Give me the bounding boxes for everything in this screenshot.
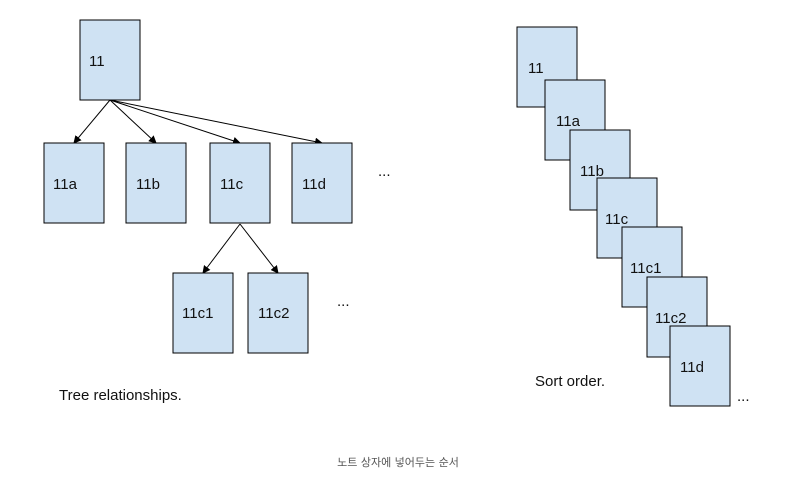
figure-caption: 노트 상자에 넣어두는 순서 xyxy=(337,456,459,469)
sort-card-label: 11b xyxy=(580,163,604,180)
sort-ellipsis: ... xyxy=(737,388,750,405)
tree-node-11a: 11a xyxy=(43,142,105,224)
sort-card-label: 11c1 xyxy=(630,260,661,277)
tree-node-11b: 11b xyxy=(125,142,187,224)
edge-11c-to-11c1 xyxy=(202,223,241,274)
sort-card-label: 11a xyxy=(556,113,581,130)
tree-node-root-label: 11 xyxy=(89,53,105,70)
tree-node-11d: 11d xyxy=(291,142,353,224)
tree-grandchildren-ellipsis: ... xyxy=(337,293,350,310)
sort-card-label: 11 xyxy=(528,60,544,77)
tree-node-label: 11d xyxy=(302,176,326,193)
tree-node-label: 11c1 xyxy=(182,305,213,322)
edge-11c-to-11c2 xyxy=(239,223,279,274)
edge-root-to-11a xyxy=(73,99,111,144)
tree-node-label: 11c xyxy=(220,176,244,193)
tree-node-label: 11a xyxy=(53,176,78,193)
sort-card-label: 11d xyxy=(680,359,704,376)
sort-card-label: 11c2 xyxy=(655,310,686,327)
tree-relationships-label: Tree relationships. xyxy=(59,387,182,404)
tree-node-root: 11 xyxy=(79,19,141,101)
tree-node-11c1: 11c1 xyxy=(172,272,234,354)
edge-root-to-11b xyxy=(109,99,157,144)
tree-node-11c: 11c xyxy=(209,142,271,224)
sort-order-stack: 11 11a 11b 11c 11c1 11c2 11d ... Sort or… xyxy=(516,26,750,407)
edge-root-to-11d xyxy=(109,99,323,146)
tree-node-label: 11c2 xyxy=(258,305,289,322)
tree-node-label: 11b xyxy=(136,176,160,193)
edge-root-to-11c xyxy=(109,99,241,145)
tree-node-11c2: 11c2 xyxy=(247,272,309,354)
sort-card-11d: 11d xyxy=(669,325,731,407)
sort-card-label: 11c xyxy=(605,211,629,228)
sort-order-label: Sort order. xyxy=(535,373,605,390)
tree-children-ellipsis: ... xyxy=(378,163,391,180)
tree-diagram: 11 11a 11b 11c 11d ... 11c1 11c2 ... xyxy=(43,19,391,404)
